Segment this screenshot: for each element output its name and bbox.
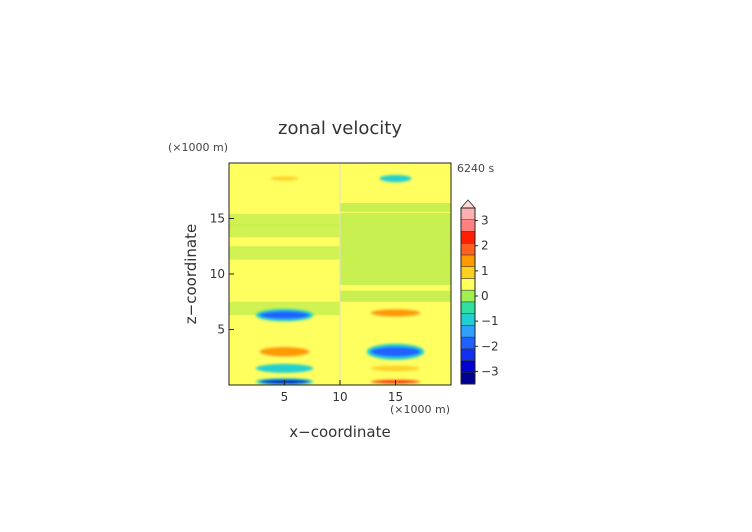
colorbar-tick-label: −3 <box>481 364 499 378</box>
background-bands <box>229 202 451 316</box>
colorbar-segment <box>460 219 476 232</box>
colorbar-segment <box>460 278 476 291</box>
colorbar-segment <box>460 348 476 361</box>
y-tick-label: 10 <box>210 267 225 281</box>
plot-area <box>229 163 451 385</box>
x-axis-label: x−coordinate <box>289 423 390 441</box>
velocity-feature <box>259 311 310 319</box>
y-unit-label: (×1000 m) <box>168 141 228 154</box>
colorbar-extend-arrow <box>460 199 476 209</box>
colorbar: 3 2 1 0 −1 −2 −3 <box>460 199 499 385</box>
velocity-feature <box>381 176 410 181</box>
background-band <box>340 290 451 302</box>
colorbar-tick-label: −2 <box>481 339 499 353</box>
colorbar-segment <box>460 325 476 338</box>
y-tick-label: 5 <box>217 323 225 337</box>
velocity-features <box>255 174 425 385</box>
colorbar-segment <box>460 231 476 244</box>
colorbar-segment <box>460 372 476 385</box>
colorbar-segment <box>460 207 476 220</box>
colorbar-segment <box>460 242 476 256</box>
x-tick-label: 10 <box>332 390 347 404</box>
x-axis-ticks: 5 10 15 <box>281 380 403 404</box>
colorbar-segment <box>460 289 476 303</box>
y-tick-label: 15 <box>210 212 225 226</box>
chart-title: zonal velocity <box>278 118 402 139</box>
background-band <box>229 301 340 316</box>
colorbar-tick-label: −1 <box>481 314 499 328</box>
velocity-feature <box>370 346 421 357</box>
colorbar-tick-label: 1 <box>481 264 489 278</box>
velocity-feature <box>259 346 310 357</box>
y-axis-ticks: 5 10 15 <box>210 212 234 337</box>
colorbar-segment <box>460 336 476 350</box>
colorbar-segment <box>460 360 476 373</box>
x-tick-label: 5 <box>281 390 289 404</box>
colorbar-tick-label: 2 <box>481 239 489 253</box>
colorbar-segment <box>460 301 476 314</box>
background-band <box>340 202 451 212</box>
background-band <box>229 214 340 228</box>
velocity-feature <box>370 308 421 317</box>
colorbar-tick-label: 0 <box>481 289 489 303</box>
velocity-feature <box>259 365 310 372</box>
x-unit-label: (×1000 m) <box>390 403 450 416</box>
velocity-feature <box>370 365 421 372</box>
colorbar-segment <box>460 313 476 326</box>
background-band <box>229 246 340 260</box>
colorbar-segment <box>460 254 476 267</box>
velocity-feature <box>270 176 299 181</box>
time-label: 6240 s <box>457 162 494 175</box>
background-band <box>340 235 451 258</box>
x-tick-label: 15 <box>388 390 403 404</box>
colorbar-tick-label: 3 <box>481 214 489 228</box>
y-axis-label: z−coordinate <box>182 224 200 324</box>
colorbar-segment <box>460 266 476 279</box>
